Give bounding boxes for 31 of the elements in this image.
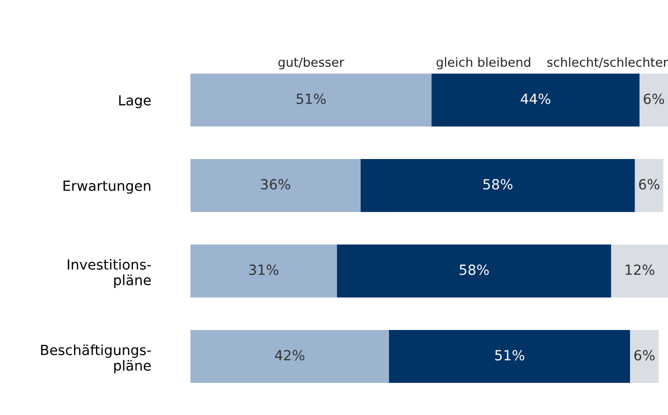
bar xyxy=(640,74,668,127)
bar xyxy=(190,159,361,212)
data-label: 51% xyxy=(495,350,524,360)
series-label: schlecht/schlechter xyxy=(547,57,668,68)
data-label: 6% xyxy=(639,179,660,190)
y-tick-label: Erwartungen xyxy=(64,180,150,194)
y-tick-label: Beschäftigungs- pläne xyxy=(41,344,151,374)
data-label: 51% xyxy=(296,94,326,104)
data-label: 58% xyxy=(483,179,512,190)
bar xyxy=(336,244,612,298)
data-label: 58% xyxy=(460,264,489,276)
bar xyxy=(611,244,668,298)
data-label: 36% xyxy=(261,179,290,190)
data-label: 42% xyxy=(274,350,304,360)
bar xyxy=(634,159,664,212)
bar xyxy=(190,74,432,127)
bar xyxy=(190,244,337,298)
data-label: 44% xyxy=(520,94,550,104)
bar xyxy=(630,330,659,383)
series-label: gut/besser xyxy=(278,57,344,70)
y-tick-label: Investitions- pläne xyxy=(68,258,151,288)
data-label: 6% xyxy=(634,350,655,360)
bar xyxy=(190,330,389,383)
bar xyxy=(388,330,630,383)
series-label: gleich bleibend xyxy=(436,57,530,70)
data-label: 6% xyxy=(644,94,664,104)
data-label: 31% xyxy=(249,264,278,276)
data-label: 12% xyxy=(626,264,654,276)
bar xyxy=(360,159,635,212)
y-tick-label: Lage xyxy=(119,95,151,108)
bar xyxy=(432,74,640,127)
